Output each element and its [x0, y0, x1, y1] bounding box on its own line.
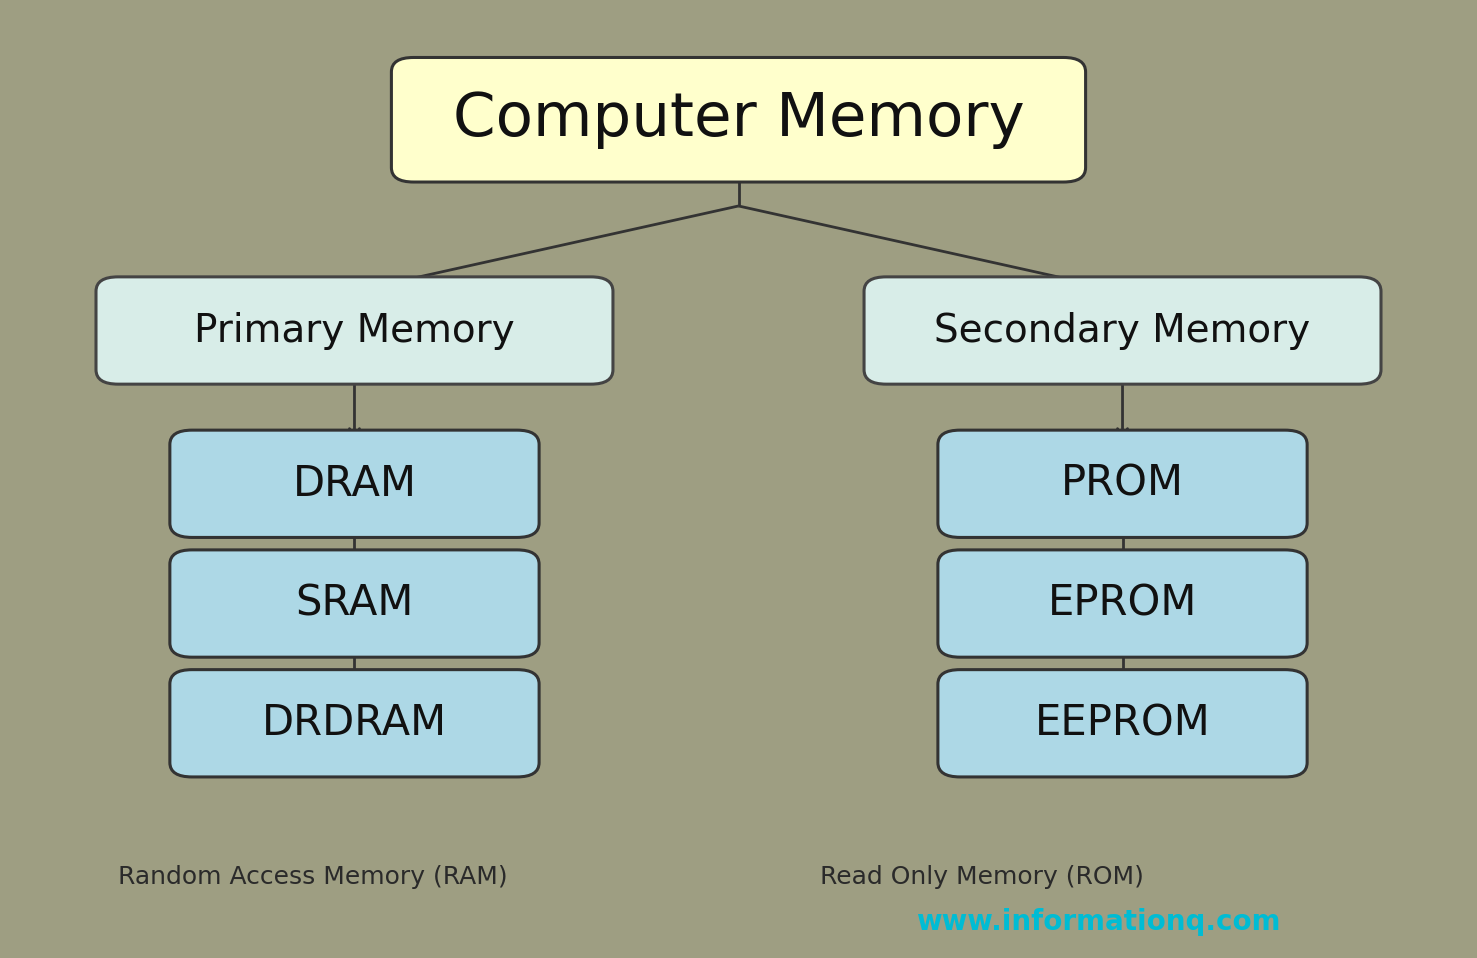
Text: Computer Memory: Computer Memory	[452, 90, 1025, 149]
FancyBboxPatch shape	[938, 430, 1307, 537]
FancyBboxPatch shape	[96, 277, 613, 384]
Text: Random Access Memory (RAM): Random Access Memory (RAM)	[118, 864, 508, 889]
Text: DRAM: DRAM	[292, 463, 417, 505]
FancyBboxPatch shape	[864, 277, 1381, 384]
FancyBboxPatch shape	[170, 670, 539, 777]
Text: EPROM: EPROM	[1047, 582, 1198, 625]
FancyBboxPatch shape	[938, 550, 1307, 657]
Text: SRAM: SRAM	[295, 582, 414, 625]
Text: Read Only Memory (ROM): Read Only Memory (ROM)	[820, 864, 1143, 889]
Text: Primary Memory: Primary Memory	[193, 311, 515, 350]
Text: PROM: PROM	[1060, 463, 1185, 505]
FancyBboxPatch shape	[170, 430, 539, 537]
FancyBboxPatch shape	[391, 57, 1086, 182]
Text: Secondary Memory: Secondary Memory	[935, 311, 1310, 350]
Text: DRDRAM: DRDRAM	[261, 702, 448, 744]
FancyBboxPatch shape	[170, 550, 539, 657]
Text: EEPROM: EEPROM	[1035, 702, 1210, 744]
FancyBboxPatch shape	[938, 670, 1307, 777]
Text: www.informationq.com: www.informationq.com	[916, 907, 1281, 936]
